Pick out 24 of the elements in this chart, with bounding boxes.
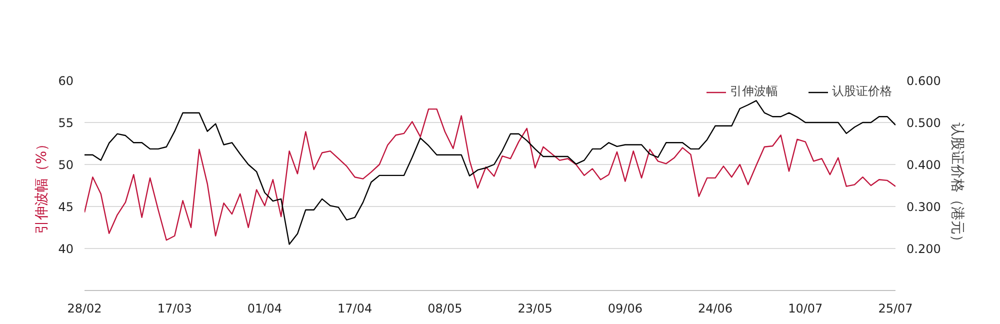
- x-tick-label: 17/04: [338, 302, 372, 316]
- x-tick-label: 17/03: [157, 302, 192, 316]
- x-tick-label: 01/04: [247, 302, 282, 316]
- x-tick-label: 28/02: [67, 302, 102, 316]
- legend-label: 引伸波幅: [730, 83, 778, 100]
- y2-tick-label: 0.200: [906, 242, 941, 256]
- y-tick-label: 55: [58, 116, 74, 130]
- x-tick-label: 25/07: [878, 302, 913, 316]
- y-tick-label: 60: [58, 74, 74, 88]
- x-tick-label: 09/06: [608, 302, 642, 316]
- x-tick-label: 24/06: [698, 302, 733, 316]
- y-axis-title: 引伸波幅（%）: [34, 136, 50, 234]
- y2-tick-label: 0.400: [906, 158, 941, 172]
- x-tick-label: 08/05: [428, 302, 462, 316]
- y2-tick-label: 0.500: [906, 116, 941, 130]
- y2-tick-label: 0.300: [906, 200, 941, 214]
- y-tick-label: 50: [58, 158, 74, 172]
- y2-axis-title: 认股证价格（港元）: [948, 122, 965, 248]
- x-tick-label: 23/05: [518, 302, 552, 316]
- y2-tick-label: 0.600: [906, 74, 941, 88]
- legend-label: 认股证价格: [832, 83, 892, 100]
- y-tick-label: 45: [58, 200, 74, 214]
- y-tick-label: 40: [58, 242, 74, 256]
- x-tick-label: 10/07: [788, 302, 823, 316]
